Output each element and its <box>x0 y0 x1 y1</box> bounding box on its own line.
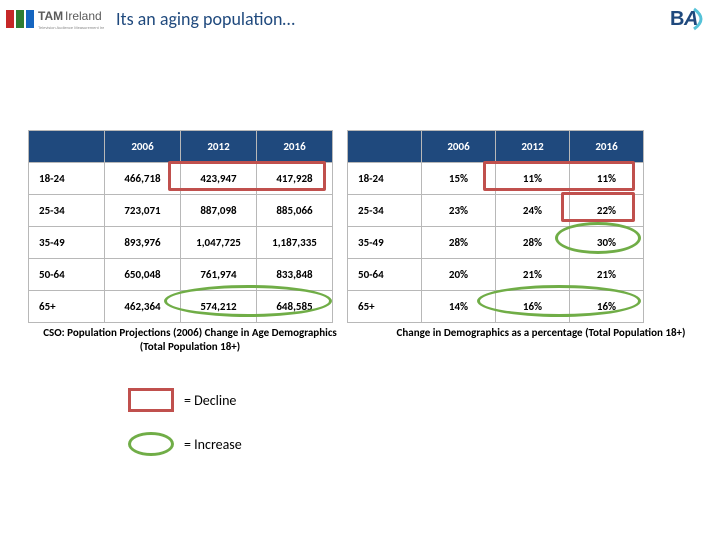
row-label: 50-64 <box>348 259 422 291</box>
table-row: 18-24 15% 11% 11% <box>348 163 644 195</box>
table-row: 65+ 14% 16% 16% <box>348 291 644 323</box>
legend-decline: = Decline <box>128 388 236 412</box>
tables-region: 2006 2012 2016 18-24 466,718 423,947 417… <box>28 130 692 323</box>
table-right-caption: Change in Demographics as a percentage (… <box>396 326 686 340</box>
cell: 893,976 <box>105 227 181 259</box>
row-label: 65+ <box>29 291 105 323</box>
cell: 14% <box>422 291 496 323</box>
percentage-table: 2006 2012 2016 18-24 15% 11% 11% 25-34 2… <box>347 130 644 323</box>
cell: 11% <box>570 163 644 195</box>
row-label: 18-24 <box>29 163 105 195</box>
cell: 21% <box>496 259 570 291</box>
col-2016: 2016 <box>570 131 644 163</box>
cell: 885,066 <box>257 195 333 227</box>
row-label: 65+ <box>348 291 422 323</box>
table-row: 35-49 893,976 1,047,725 1,187,335 <box>29 227 333 259</box>
cell: 24% <box>496 195 570 227</box>
row-label: 25-34 <box>348 195 422 227</box>
col-blank <box>29 131 105 163</box>
header-bar: TAM Ireland Television Audience Measurem… <box>0 0 720 36</box>
table-row: 50-64 20% 21% 21% <box>348 259 644 291</box>
ba-logo: B A <box>670 5 710 33</box>
cell: 16% <box>496 291 570 323</box>
table-row: 25-34 723,071 887,098 885,066 <box>29 195 333 227</box>
cell: 28% <box>422 227 496 259</box>
col-2012: 2012 <box>496 131 570 163</box>
cell: 30% <box>570 227 644 259</box>
row-label: 50-64 <box>29 259 105 291</box>
legend-increase-label: = Increase <box>184 436 242 453</box>
row-label: 25-34 <box>29 195 105 227</box>
population-table: 2006 2012 2016 18-24 466,718 423,947 417… <box>28 130 333 323</box>
cell: 1,187,335 <box>257 227 333 259</box>
cell: 28% <box>496 227 570 259</box>
col-2006: 2006 <box>422 131 496 163</box>
cell: 650,048 <box>105 259 181 291</box>
table-row: 65+ 462,364 574,212 648,585 <box>29 291 333 323</box>
table-row: 25-34 23% 24% 22% <box>348 195 644 227</box>
increase-swatch-icon <box>128 432 174 456</box>
cell: 417,928 <box>257 163 333 195</box>
svg-text:Ireland: Ireland <box>65 9 102 23</box>
table-right-container: 2006 2012 2016 18-24 15% 11% 11% 25-34 2… <box>347 130 644 323</box>
svg-text:B: B <box>670 8 684 30</box>
col-blank <box>348 131 422 163</box>
cell: 574,212 <box>181 291 257 323</box>
cell: 23% <box>422 195 496 227</box>
cell: 16% <box>570 291 644 323</box>
table-left-container: 2006 2012 2016 18-24 466,718 423,947 417… <box>28 130 333 323</box>
cell: 833,848 <box>257 259 333 291</box>
cell: 887,098 <box>181 195 257 227</box>
cell: 466,718 <box>105 163 181 195</box>
cell: 648,585 <box>257 291 333 323</box>
legend-decline-label: = Decline <box>184 392 236 409</box>
cell: 462,364 <box>105 291 181 323</box>
cell: 11% <box>496 163 570 195</box>
table-header-row: 2006 2012 2016 <box>29 131 333 163</box>
table-row: 35-49 28% 28% 30% <box>348 227 644 259</box>
tam-ireland-logo: TAM Ireland Television Audience Measurem… <box>4 4 104 34</box>
cell: 761,974 <box>181 259 257 291</box>
svg-text:Television Audience Measuremen: Television Audience Measurement Ireland <box>38 25 104 30</box>
decline-swatch-icon <box>128 388 174 412</box>
legend-increase: = Increase <box>128 432 242 456</box>
cell: 22% <box>570 195 644 227</box>
table-left-caption: CSO: Population Projections (2006) Chang… <box>40 326 340 354</box>
table-header-row: 2006 2012 2016 <box>348 131 644 163</box>
cell: 15% <box>422 163 496 195</box>
col-2012: 2012 <box>181 131 257 163</box>
table-row: 18-24 466,718 423,947 417,928 <box>29 163 333 195</box>
cell: 20% <box>422 259 496 291</box>
page-title: Its an aging population… <box>116 8 295 30</box>
cell: 21% <box>570 259 644 291</box>
cell: 723,071 <box>105 195 181 227</box>
svg-text:TAM: TAM <box>38 9 63 23</box>
cell: 1,047,725 <box>181 227 257 259</box>
cell: 423,947 <box>181 163 257 195</box>
col-2006: 2006 <box>105 131 181 163</box>
row-label: 18-24 <box>348 163 422 195</box>
table-row: 50-64 650,048 761,974 833,848 <box>29 259 333 291</box>
row-label: 35-49 <box>348 227 422 259</box>
row-label: 35-49 <box>29 227 105 259</box>
header-left: TAM Ireland Television Audience Measurem… <box>4 4 295 34</box>
col-2016: 2016 <box>257 131 333 163</box>
